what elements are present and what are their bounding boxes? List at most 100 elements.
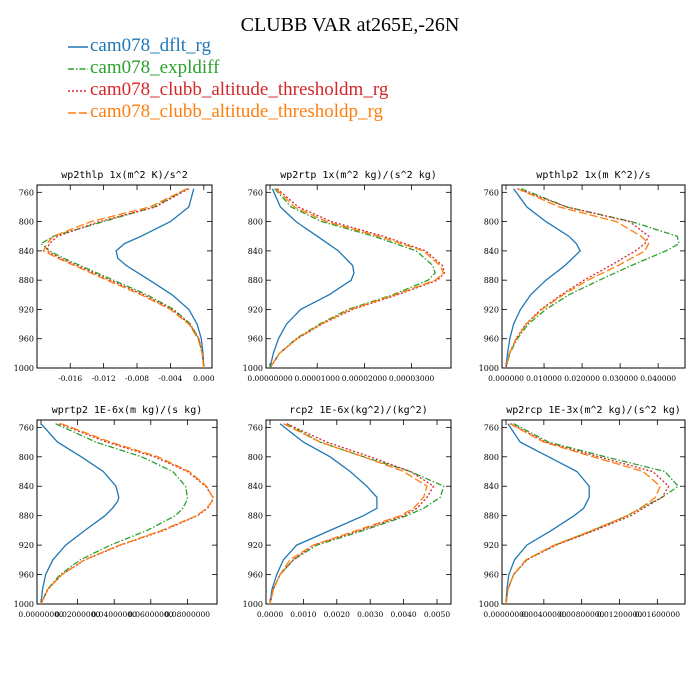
series-line-cam078_dflt_rg: [505, 423, 590, 604]
panel-2: wp2rtp 1x(m^2 kg)/(s^2 kg) 760 800 840 880 92…: [243, 170, 452, 383]
y-tick-label: 760: [248, 423, 263, 432]
legend-swatch: [68, 112, 88, 114]
series-line-cam078_clubb_altitude_thresholdp_rg: [269, 423, 428, 604]
panel-series: [39, 188, 205, 368]
series-line-cam078_clubb_altitude_thresholdm_rg: [269, 423, 435, 604]
panel-title: wprtp2 1E-6x(m kg)/(s kg): [52, 405, 203, 416]
x-tick-label: 0.00400000: [521, 610, 567, 619]
x-tick-label: -0.016: [58, 374, 82, 383]
x-tick-label: 0.000: [193, 374, 215, 383]
legend-item: cam078_dflt_rg: [68, 35, 488, 58]
y-tick-label: 760: [484, 188, 499, 197]
y-tick-label: 760: [484, 423, 499, 432]
x-tick-label: 0.0030: [357, 610, 383, 619]
series-line-cam078_clubb_altitude_thresholdp_rg: [42, 188, 205, 368]
panel-title: wp2rcp 1E-3x(m^2 kg)/(s^2 kg): [506, 405, 681, 416]
y-tick-label: 880: [19, 512, 34, 521]
series-line-cam078_expldiff: [505, 423, 680, 604]
x-tick-label: 0.040000: [640, 374, 676, 383]
y-tick-label: 1000: [479, 364, 499, 373]
panel-frame: [501, 419, 686, 605]
legend-swatch: [68, 68, 88, 70]
legend-label: cam078_clubb_altitude_thresholdp_rg: [90, 101, 384, 122]
x-tick-label: 0.06000000: [128, 610, 174, 619]
series-line-cam078_clubb_altitude_thresholdm_rg: [46, 188, 205, 368]
y-tick-label: 880: [484, 512, 499, 521]
x-tick-label: 0.000000: [488, 374, 524, 383]
y-tick-label: 920: [484, 541, 499, 550]
x-tick-label: 0.00000000: [18, 610, 64, 619]
y-tick-label: 760: [248, 188, 263, 197]
y-tick-label: 960: [248, 571, 263, 580]
series-line-cam078_expldiff: [505, 188, 680, 368]
y-tick-label: 760: [19, 423, 34, 432]
x-tick-label: 0.00800000: [559, 610, 605, 619]
x-tick-label: 0.0020: [324, 610, 350, 619]
panel-3: wpthlp2 1x(m K^2)/s 760 800 840 880 920 960 100…: [479, 170, 686, 383]
y-tick-label: 1000: [14, 364, 34, 373]
panel-frame: [265, 419, 452, 605]
panel-series: [269, 188, 446, 368]
x-tick-label: 0.0040: [390, 610, 416, 619]
series-line-cam078_expldiff: [269, 188, 436, 368]
y-tick-label: 840: [248, 482, 263, 491]
x-tick-label: 0.01600000: [635, 610, 681, 619]
series-line-cam078_dflt_rg: [40, 423, 120, 604]
panel-6: wp2rcp 1E-3x(m^2 kg)/(s^2 kg) 760 800 840 88…: [479, 405, 686, 619]
panel-5: rcp2 1E-6x(kg^2)/(kg^2) 760 800 840 880 920 96…: [243, 405, 452, 619]
x-tick-label: 0.08000000: [165, 610, 211, 619]
panel-title: wp2rtp 1x(m^2 kg)/(s^2 kg): [280, 170, 437, 181]
x-tick-label: 0.00001000: [295, 374, 341, 383]
x-tick-label: -0.008: [125, 374, 149, 383]
y-tick-label: 840: [484, 247, 499, 256]
y-tick-label: 800: [19, 218, 34, 227]
x-tick-label: 0.00003000: [389, 374, 435, 383]
y-tick-label: 920: [19, 305, 34, 314]
x-tick-label: 0.04000000: [92, 610, 138, 619]
x-tick-label: 0.0010: [290, 610, 316, 619]
y-tick-label: 880: [248, 276, 263, 285]
y-tick-label: 840: [19, 482, 34, 491]
panel-frame: [265, 184, 452, 369]
series-line-cam078_dflt_rg: [115, 188, 205, 368]
panel-series: [269, 423, 445, 604]
series-line-cam078_clubb_altitude_thresholdp_rg: [505, 188, 650, 368]
x-tick-label: 0.0050: [424, 610, 450, 619]
x-tick-label: 0.020000: [564, 374, 600, 383]
series-line-cam078_dflt_rg: [505, 188, 582, 368]
y-tick-label: 800: [484, 453, 499, 462]
y-tick-label: 960: [19, 571, 34, 580]
panel-frame: [36, 419, 218, 605]
y-tick-label: 920: [484, 305, 499, 314]
y-tick-label: 960: [19, 335, 34, 344]
panel-series: [40, 423, 214, 604]
figure-title: CLUBB VAR at265E,-26N: [240, 14, 460, 36]
y-tick-label: 960: [248, 335, 263, 344]
y-tick-label: 800: [248, 453, 263, 462]
y-tick-label: 840: [484, 482, 499, 491]
legend-item: cam078_clubb_altitude_thresholdm_rg: [68, 79, 488, 102]
x-tick-label: 0.02000000: [55, 610, 101, 619]
legend-item: cam078_expldiff: [68, 57, 488, 80]
legend: cam078_dflt_rg cam078_expldiff cam078_cl…: [68, 35, 488, 128]
x-tick-label: 0.00000000: [247, 374, 293, 383]
series-line-cam078_dflt_rg: [269, 423, 378, 604]
x-tick-label: -0.012: [92, 374, 116, 383]
legend-swatch: [68, 46, 88, 48]
panel-series: [505, 188, 680, 368]
y-tick-label: 800: [19, 453, 34, 462]
panel-title: wp2thlp 1x(m^2 K)/s^2: [61, 170, 187, 181]
series-line-cam078_expldiff: [40, 423, 189, 604]
y-tick-label: 960: [484, 571, 499, 580]
y-tick-label: 1000: [243, 600, 263, 609]
series-line-cam078_clubb_altitude_thresholdm_rg: [505, 423, 670, 604]
y-tick-label: 880: [19, 276, 34, 285]
series-line-cam078_clubb_altitude_thresholdm_rg: [40, 423, 214, 604]
y-tick-label: 760: [19, 188, 34, 197]
x-tick-label: 0.030000: [602, 374, 638, 383]
y-tick-label: 920: [248, 305, 263, 314]
series-line-cam078_expldiff: [269, 423, 445, 604]
y-tick-label: 960: [484, 335, 499, 344]
